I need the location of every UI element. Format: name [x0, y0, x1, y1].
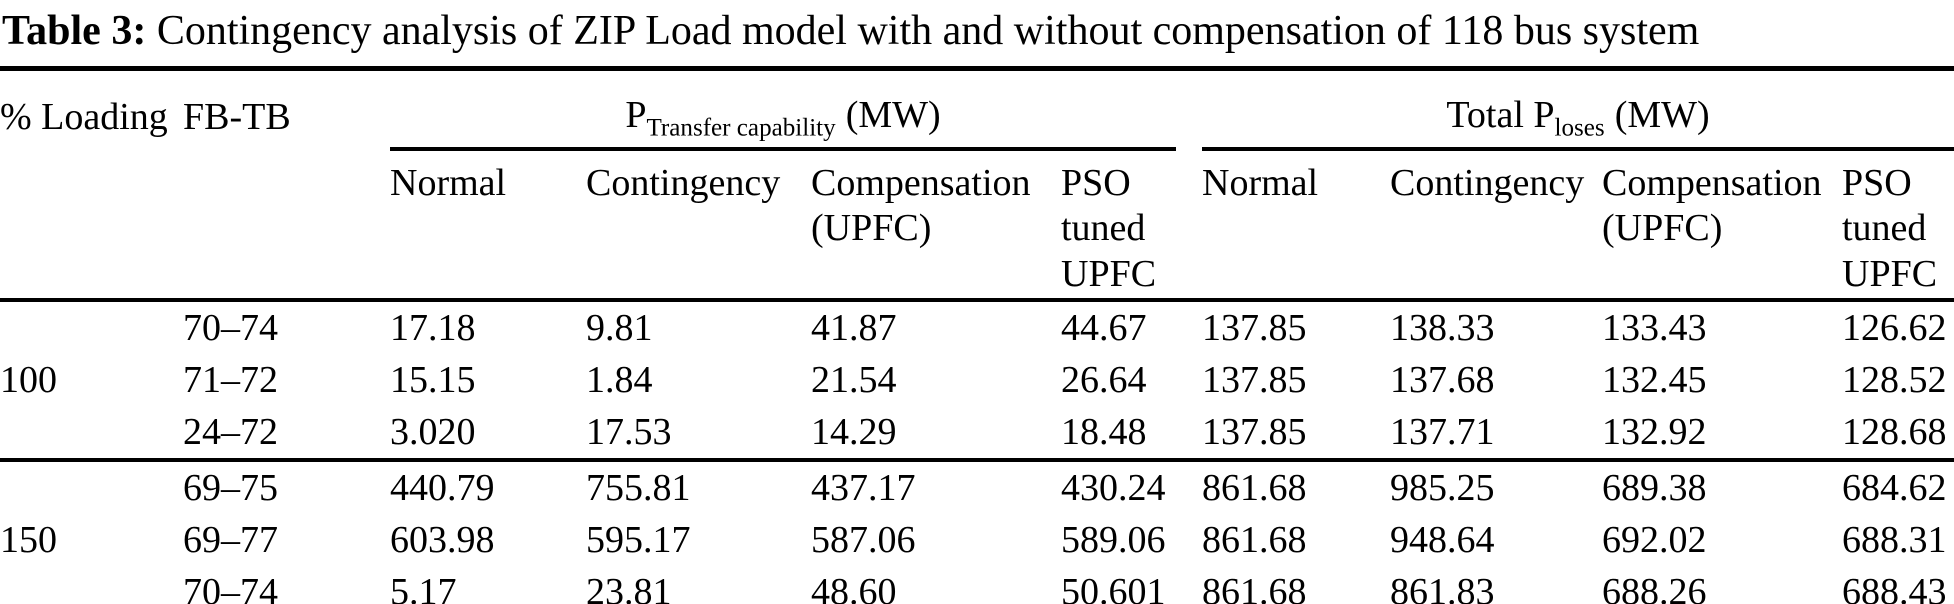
value-cell: 137.71: [1390, 410, 1495, 453]
value-cell: 133.43: [1602, 306, 1707, 349]
value-cell: 688.31: [1842, 518, 1947, 561]
value-cell: 861.68: [1202, 457, 1390, 514]
column-gap: [1176, 457, 1202, 514]
value-cell: 440.79: [390, 457, 586, 514]
fbtb-cell: 69–75: [183, 457, 390, 514]
value-cell: 595.17: [586, 518, 691, 561]
table-row: 71–72 15.15 1.84 21.54 26.64 137.85 137.…: [0, 354, 1954, 406]
col-header-loading: % Loading: [0, 66, 183, 302]
table-caption-text: Contingency analysis of ZIP Load model w…: [146, 8, 1700, 54]
value-cell: 9.81: [586, 306, 653, 349]
value-cell: 688.43: [1842, 570, 1947, 604]
value-cell: 985.25: [1390, 457, 1602, 514]
table-caption-label: Table 3:: [2, 8, 147, 54]
table-row: 70–74 5.17 23.81 48.60 50.601 861.68 861…: [0, 566, 1954, 604]
value-cell: 684.62: [1842, 457, 1954, 514]
value-cell: 603.98: [390, 518, 495, 561]
value-cell: 587.06: [811, 518, 916, 561]
column-gap: [1176, 66, 1202, 149]
column-gap: [1176, 354, 1202, 406]
value-cell: 21.54: [811, 358, 897, 401]
value-cell: 17.53: [586, 410, 672, 453]
fbtb-cell: 70–74: [183, 306, 278, 349]
losses-subscript: loses: [1554, 114, 1605, 142]
table-row: 69–77 603.98 595.17 587.06 589.06 861.68…: [0, 514, 1954, 566]
value-cell: 48.60: [811, 570, 897, 604]
value-cell: 132.45: [1602, 358, 1707, 401]
value-cell: 17.18: [390, 306, 476, 349]
column-gap: [1176, 300, 1202, 354]
table-row: 24–72 3.020 17.53 14.29 18.48 137.85 137…: [0, 406, 1954, 460]
table-row: 100 70–74 17.18 9.81 41.87 44.67 137.85 …: [0, 300, 1954, 401]
subheader-losses-normal: Normal: [1202, 148, 1390, 302]
losses-symbol: Total P: [1446, 93, 1555, 136]
value-cell: 137.85: [1202, 306, 1307, 349]
transfer-subscript: Transfer capability: [646, 114, 836, 142]
value-cell: 50.601: [1061, 570, 1166, 604]
value-cell: 26.64: [1061, 358, 1147, 401]
value-cell: 23.81: [586, 570, 672, 604]
value-cell: 861.68: [1202, 518, 1307, 561]
value-cell: 138.33: [1390, 306, 1495, 349]
value-cell: 18.48: [1061, 410, 1147, 453]
loading-cell: 150: [0, 457, 183, 604]
transfer-unit: (MW): [845, 93, 941, 136]
loading-cell: 100: [0, 358, 57, 401]
subheader-transfer-compensation: Compensation (UPFC): [811, 148, 1061, 302]
value-cell: 692.02: [1602, 518, 1707, 561]
value-cell: 14.29: [811, 410, 897, 453]
table-caption: Table 3: Contingency analysis of ZIP Loa…: [0, 0, 1954, 66]
value-cell: 128.68: [1842, 410, 1947, 453]
value-cell: 948.64: [1390, 518, 1495, 561]
value-cell: 137.85: [1202, 358, 1307, 401]
column-gap: [1176, 406, 1202, 460]
value-cell: 689.38: [1602, 457, 1842, 514]
table-row: 150 69–75 440.79 755.81 437.17 430.24 86…: [0, 457, 1954, 604]
fbtb-cell: 24–72: [183, 410, 278, 453]
value-cell: 3.020: [390, 410, 476, 453]
contingency-analysis-table: % Loading FB-TB PTransfer capability (MW)…: [0, 66, 1954, 604]
value-cell: 137.68: [1390, 358, 1495, 401]
transfer-symbol: P: [625, 93, 647, 136]
column-gap: [1176, 148, 1202, 302]
col-header-fbtb: FB-TB: [183, 66, 390, 302]
value-cell: 755.81: [586, 457, 811, 514]
subheader-transfer-pso: PSO tuned UPFC: [1061, 148, 1176, 302]
fbtb-cell: 71–72: [183, 358, 278, 401]
value-cell: 128.52: [1842, 358, 1947, 401]
group-header-transfer-capability: PTransfer capability (MW): [390, 66, 1176, 151]
value-cell: 430.24: [1061, 457, 1176, 514]
subheader-transfer-normal: Normal: [390, 148, 586, 302]
value-cell: 589.06: [1061, 518, 1166, 561]
value-cell: 132.92: [1602, 410, 1707, 453]
value-cell: 861.68: [1202, 570, 1307, 604]
column-gap: [1176, 566, 1202, 604]
value-cell: 137.85: [1202, 410, 1307, 453]
column-gap: [1176, 514, 1202, 566]
subheader-losses-pso: PSO tuned UPFC: [1842, 148, 1954, 302]
value-cell: 41.87: [811, 306, 897, 349]
value-cell: 1.84: [586, 358, 653, 401]
value-cell: 5.17: [390, 570, 457, 604]
subheader-losses-contingency: Contingency: [1390, 148, 1602, 302]
subheader-transfer-contingency: Contingency: [586, 148, 811, 302]
value-cell: 861.83: [1390, 570, 1495, 604]
value-cell: 688.26: [1602, 570, 1707, 604]
value-cell: 44.67: [1061, 306, 1147, 349]
fbtb-cell: 70–74: [183, 570, 278, 604]
value-cell: 437.17: [811, 457, 1061, 514]
fbtb-cell: 69–77: [183, 518, 278, 561]
losses-unit: (MW): [1614, 93, 1710, 136]
value-cell: 15.15: [390, 358, 476, 401]
group-header-total-losses: Total Ploses (MW): [1202, 66, 1954, 151]
subheader-losses-compensation: Compensation (UPFC): [1602, 148, 1842, 302]
value-cell: 126.62: [1842, 306, 1947, 349]
